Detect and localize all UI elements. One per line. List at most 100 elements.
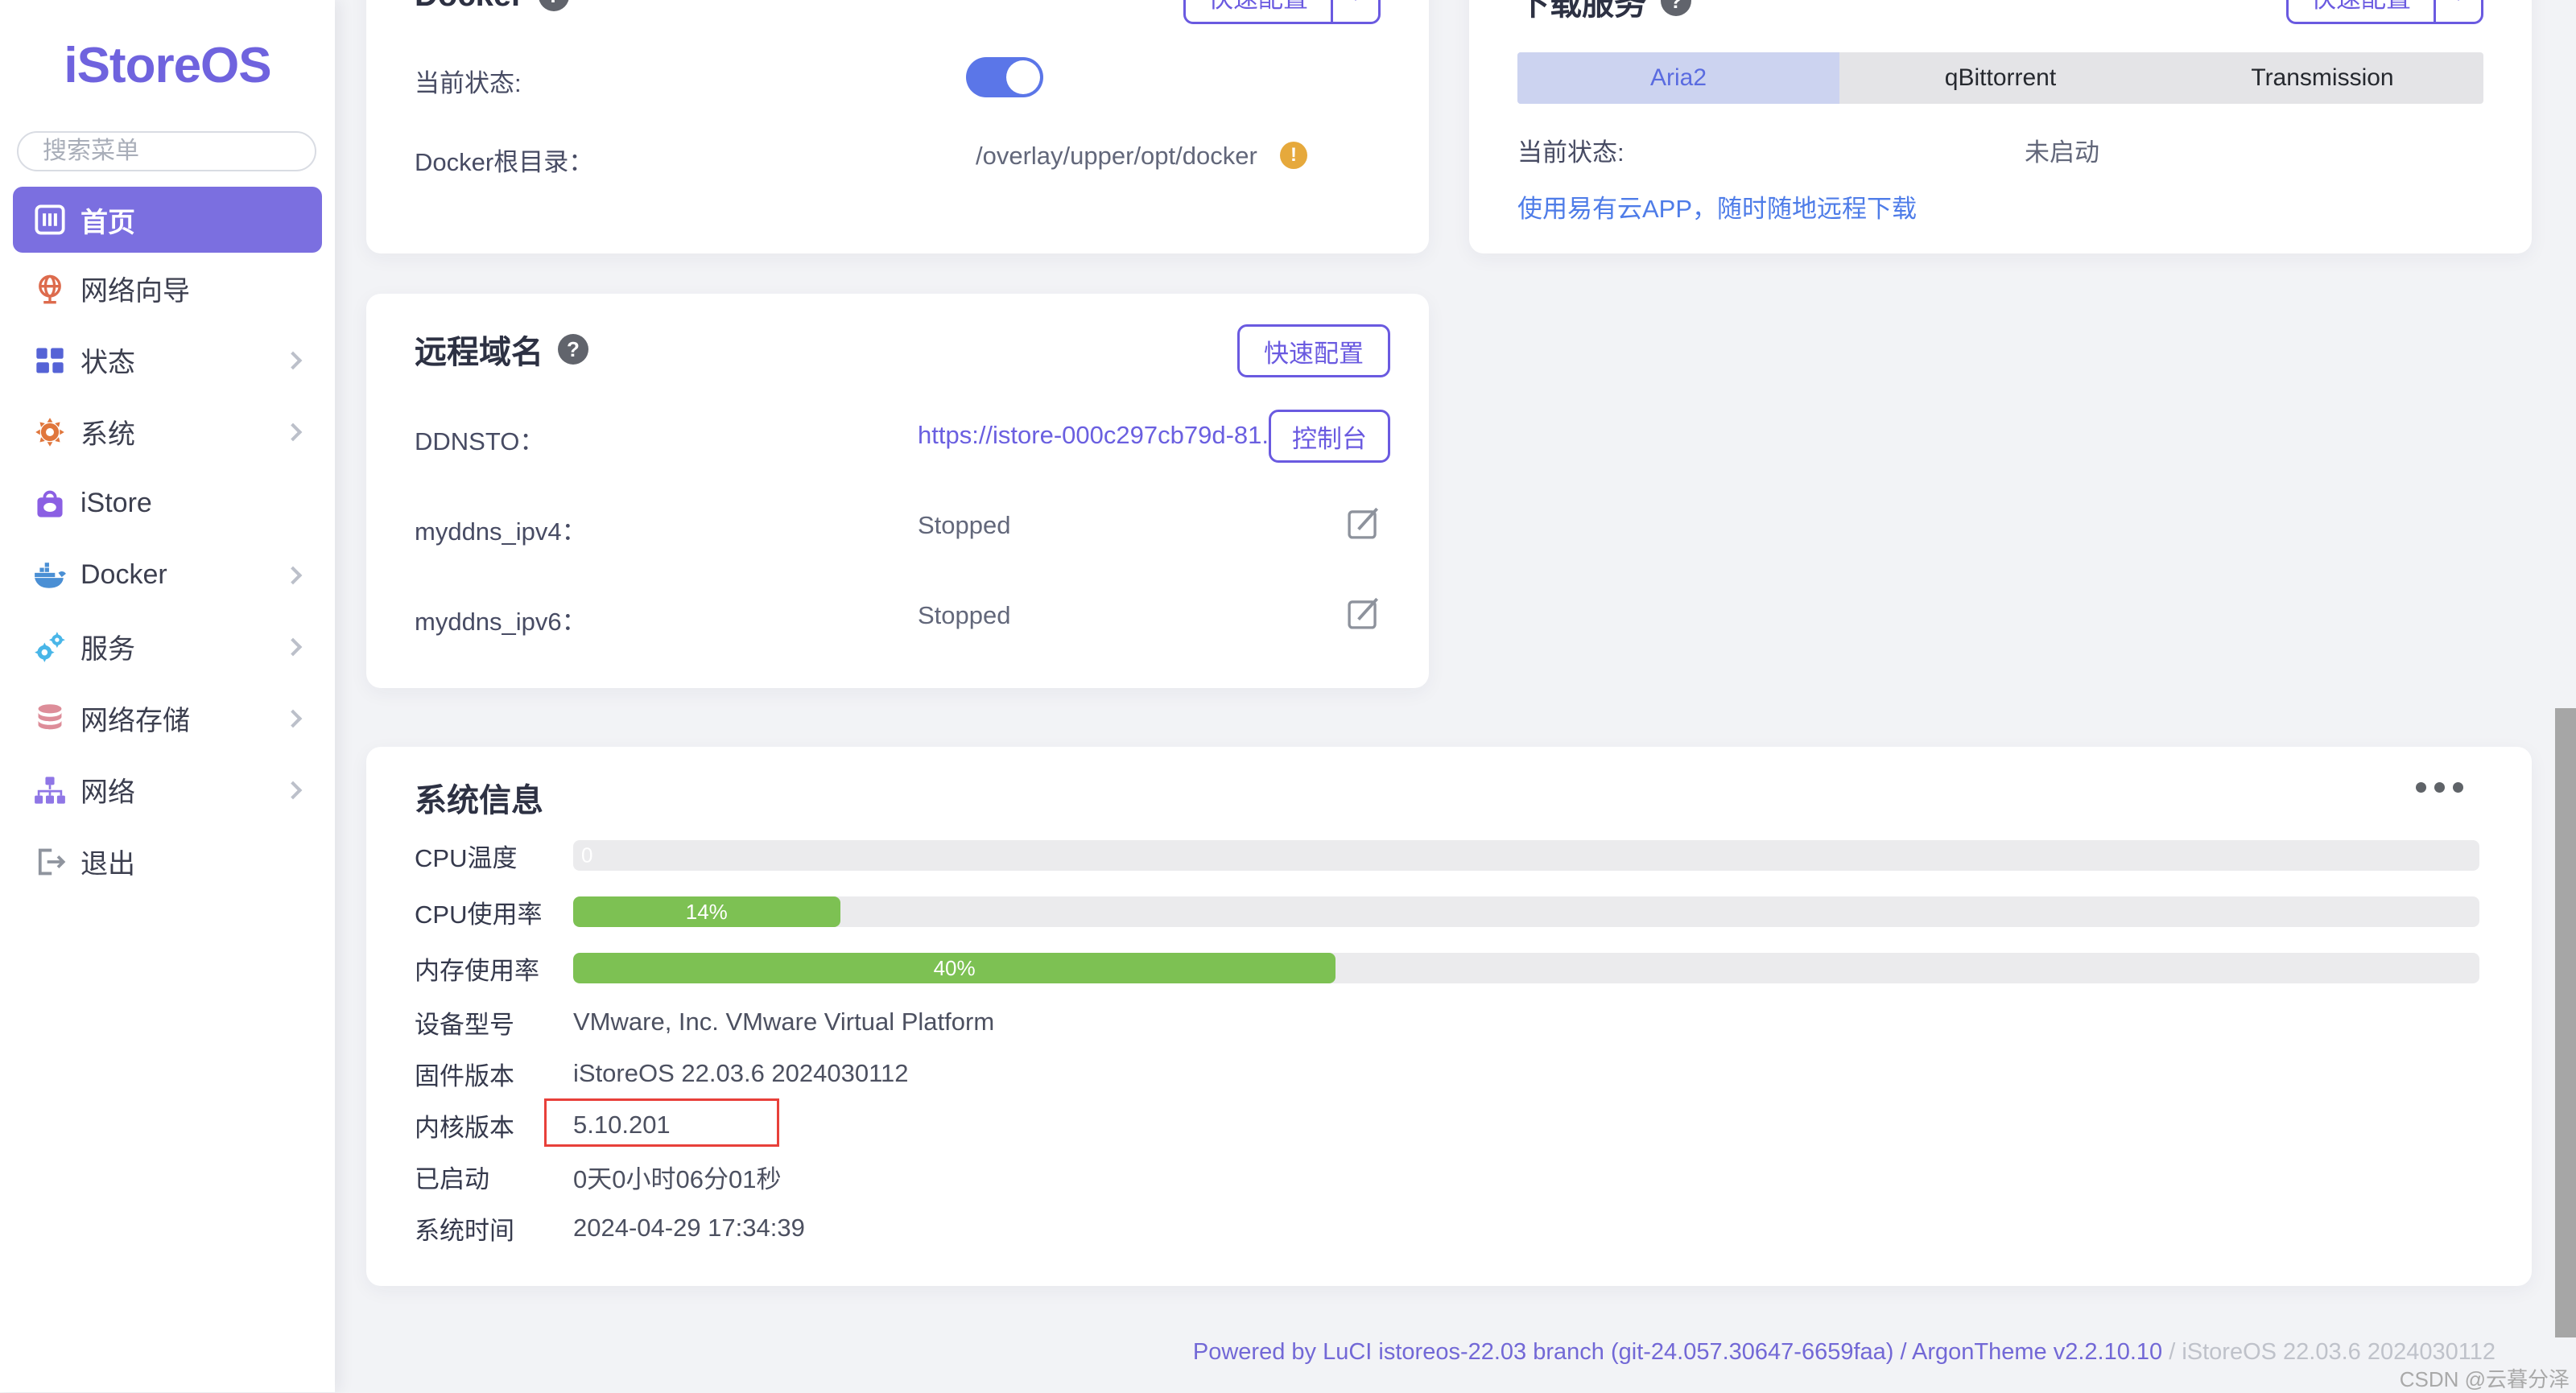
device-model-label: 设备型号 (415, 1010, 514, 1039)
sidebar-item-system[interactable]: 系统 (0, 396, 335, 468)
uptime-label: 已启动 (415, 1164, 489, 1193)
cpu-usage-progressbar: 14% (573, 896, 2479, 927)
services-gears-icon (32, 629, 68, 665)
chevron-right-icon (283, 709, 303, 727)
mem-usage-progress-fill: 40% (573, 953, 1336, 983)
docker-root-label: Docker根目录： (415, 148, 594, 176)
database-icon (32, 701, 68, 736)
cpu-temp-label: CPU温度 (415, 843, 518, 872)
status-grid-icon (32, 343, 68, 378)
sidebar-item-label: 状态 (80, 348, 135, 378)
uptime-value: 0天0小时06分01秒 (573, 1164, 782, 1193)
search-input[interactable] (17, 131, 316, 171)
warning-icon[interactable]: ! (1280, 142, 1307, 169)
docker-card-title-text: Docker (415, 0, 524, 14)
docker-root-value: /overlay/upper/opt/docker (976, 142, 1257, 170)
firmware-row: 固件版本 iStoreOS 22.03.6 2024030112 (415, 1048, 2479, 1099)
mem-usage-progress-text: 40% (933, 955, 976, 980)
cpu-temp-row: CPU温度 0 (415, 827, 2479, 884)
cpu-temp-progressbar: 0 (573, 840, 2479, 871)
sidebar-item-logout[interactable]: 退出 (0, 826, 335, 897)
help-icon[interactable]: ? (558, 334, 588, 365)
ddnsto-label: DDNSTO： (415, 427, 545, 455)
download-status-label: 当前状态: (1517, 138, 1624, 167)
sidebar-item-network-wizard[interactable]: 网络向导 (0, 253, 335, 324)
ddnsto-url-link[interactable]: https://istore-000c297cb79d-81.k... (918, 421, 1302, 449)
sysinfo-card-title: 系统信息 (415, 774, 543, 821)
cpu-usage-progress-fill: 14% (573, 896, 840, 927)
tab-qbittorrent[interactable]: qBittorrent (1944, 64, 2057, 91)
sidebar-item-docker[interactable]: Docker (0, 539, 335, 611)
help-icon[interactable]: ? (1661, 0, 1691, 16)
caret-down-icon (1348, 0, 1364, 1)
quick-config-label: 快速配置 (2289, 0, 2436, 22)
vertical-scrollbar-thumb[interactable] (2555, 708, 2576, 1337)
sidebar-item-status[interactable]: 状态 (0, 324, 335, 396)
help-icon[interactable]: ? (538, 0, 569, 11)
cpu-usage-progress-text: 14% (685, 899, 728, 924)
download-card-title: 下载服务 ? (1517, 0, 1691, 24)
gear-icon (32, 414, 68, 450)
local-time-label: 系统时间 (415, 1216, 514, 1245)
cpu-usage-row: CPU使用率 14% (415, 884, 2479, 940)
sidebar-search (17, 131, 316, 171)
sidebar-item-label: Docker (80, 559, 167, 590)
console-button[interactable]: 控制台 (1269, 410, 1390, 463)
sidebar-item-label: 退出 (80, 849, 135, 880)
dropdown-caret-segment[interactable] (1333, 0, 1378, 22)
card-options-menu-icon[interactable] (2416, 782, 2463, 793)
sidebar-item-label: 网络 (80, 777, 135, 808)
download-quick-config-button[interactable]: 快速配置 (2286, 0, 2483, 24)
footer-version-text: / iStoreOS 22.03.6 2024030112 (2162, 1339, 2496, 1365)
local-time-value: 2024-04-29 17:34:39 (573, 1214, 805, 1242)
sidebar-item-home[interactable]: 首页 (13, 187, 322, 253)
sidebar-item-istore[interactable]: iStore (0, 468, 335, 539)
toggle-knob (1006, 60, 1040, 94)
firmware-value: iStoreOS 22.03.6 2024030112 (573, 1059, 909, 1087)
docker-quick-config-button[interactable]: 快速配置 (1183, 0, 1381, 24)
tab-transmission[interactable]: Transmission (2251, 64, 2394, 91)
download-status-row: 当前状态: 未启动 (1517, 132, 2483, 172)
download-card: 下载服务 ? 快速配置 Aria2 qBittorrent Transmissi… (1469, 0, 2532, 253)
download-promo-row: 使用易有云APP，随时随地远程下载 (1517, 188, 2483, 229)
dropdown-caret-segment[interactable] (2436, 0, 2481, 22)
footer: Powered by LuCI istoreos-22.03 branch (g… (1193, 1339, 2496, 1366)
sidebar-menu: 首页 网络向导 状态 系统 iStore (0, 187, 335, 897)
yiyouyun-app-link[interactable]: 使用易有云APP，随时随地远程下载 (1517, 195, 1918, 223)
sidebar-item-network-storage[interactable]: 网络存储 (0, 682, 335, 754)
network-sitemap-icon (32, 773, 68, 808)
device-model-row: 设备型号 VMware, Inc. VMware Virtual Platfor… (415, 996, 2479, 1048)
docker-status-toggle[interactable] (966, 57, 1043, 97)
footer-powered-link[interactable]: Powered by LuCI istoreos-22.03 branch (g… (1192, 1339, 2163, 1365)
download-tabbar: Aria2 qBittorrent Transmission (1517, 52, 2483, 104)
myddns-ipv6-row: myddns_ipv6： Stopped (415, 588, 1390, 645)
mem-usage-progressbar: 40% (573, 953, 2479, 983)
caret-down-icon (2450, 0, 2467, 1)
edit-icon[interactable] (1345, 505, 1382, 542)
sidebar-item-label: 系统 (80, 419, 135, 450)
uptime-row: 已启动 0天0小时06分01秒 (415, 1151, 2479, 1202)
remote-card-title-text: 远程域名 (415, 335, 543, 370)
remote-domain-card: 远程域名 ? 快速配置 DDNSTO： https://istore-000c2… (366, 294, 1429, 688)
cpu-usage-label: CPU使用率 (415, 900, 543, 929)
local-time-row: 系统时间 2024-04-29 17:34:39 (415, 1202, 2479, 1254)
sidebar-item-services[interactable]: 服务 (0, 611, 335, 682)
chevron-right-icon (283, 781, 303, 799)
myddns-ipv6-label: myddns_ipv6： (415, 608, 587, 636)
edit-icon[interactable] (1345, 595, 1382, 632)
myddns-ipv4-row: myddns_ipv4： Stopped (415, 498, 1390, 554)
sysinfo-card-title-text: 系统信息 (415, 783, 543, 818)
firmware-label: 固件版本 (415, 1061, 514, 1090)
mem-usage-label: 内存使用率 (415, 956, 539, 985)
remote-quick-config-button[interactable]: 快速配置 (1237, 324, 1390, 377)
kernel-value: 5.10.201 (573, 1111, 671, 1139)
tab-aria2[interactable]: Aria2 (1517, 52, 1839, 104)
sidebar-item-network[interactable]: 网络 (0, 754, 335, 826)
docker-status-label: 当前状态: (415, 69, 522, 97)
logout-icon (32, 844, 68, 880)
sidebar-item-label: 网络向导 (80, 276, 190, 307)
chevron-right-icon (283, 351, 303, 369)
device-model-value: VMware, Inc. VMware Virtual Platform (573, 1008, 995, 1036)
myddns-ipv4-status: Stopped (918, 511, 1011, 539)
remote-card-title: 远程域名 ? (415, 326, 588, 373)
